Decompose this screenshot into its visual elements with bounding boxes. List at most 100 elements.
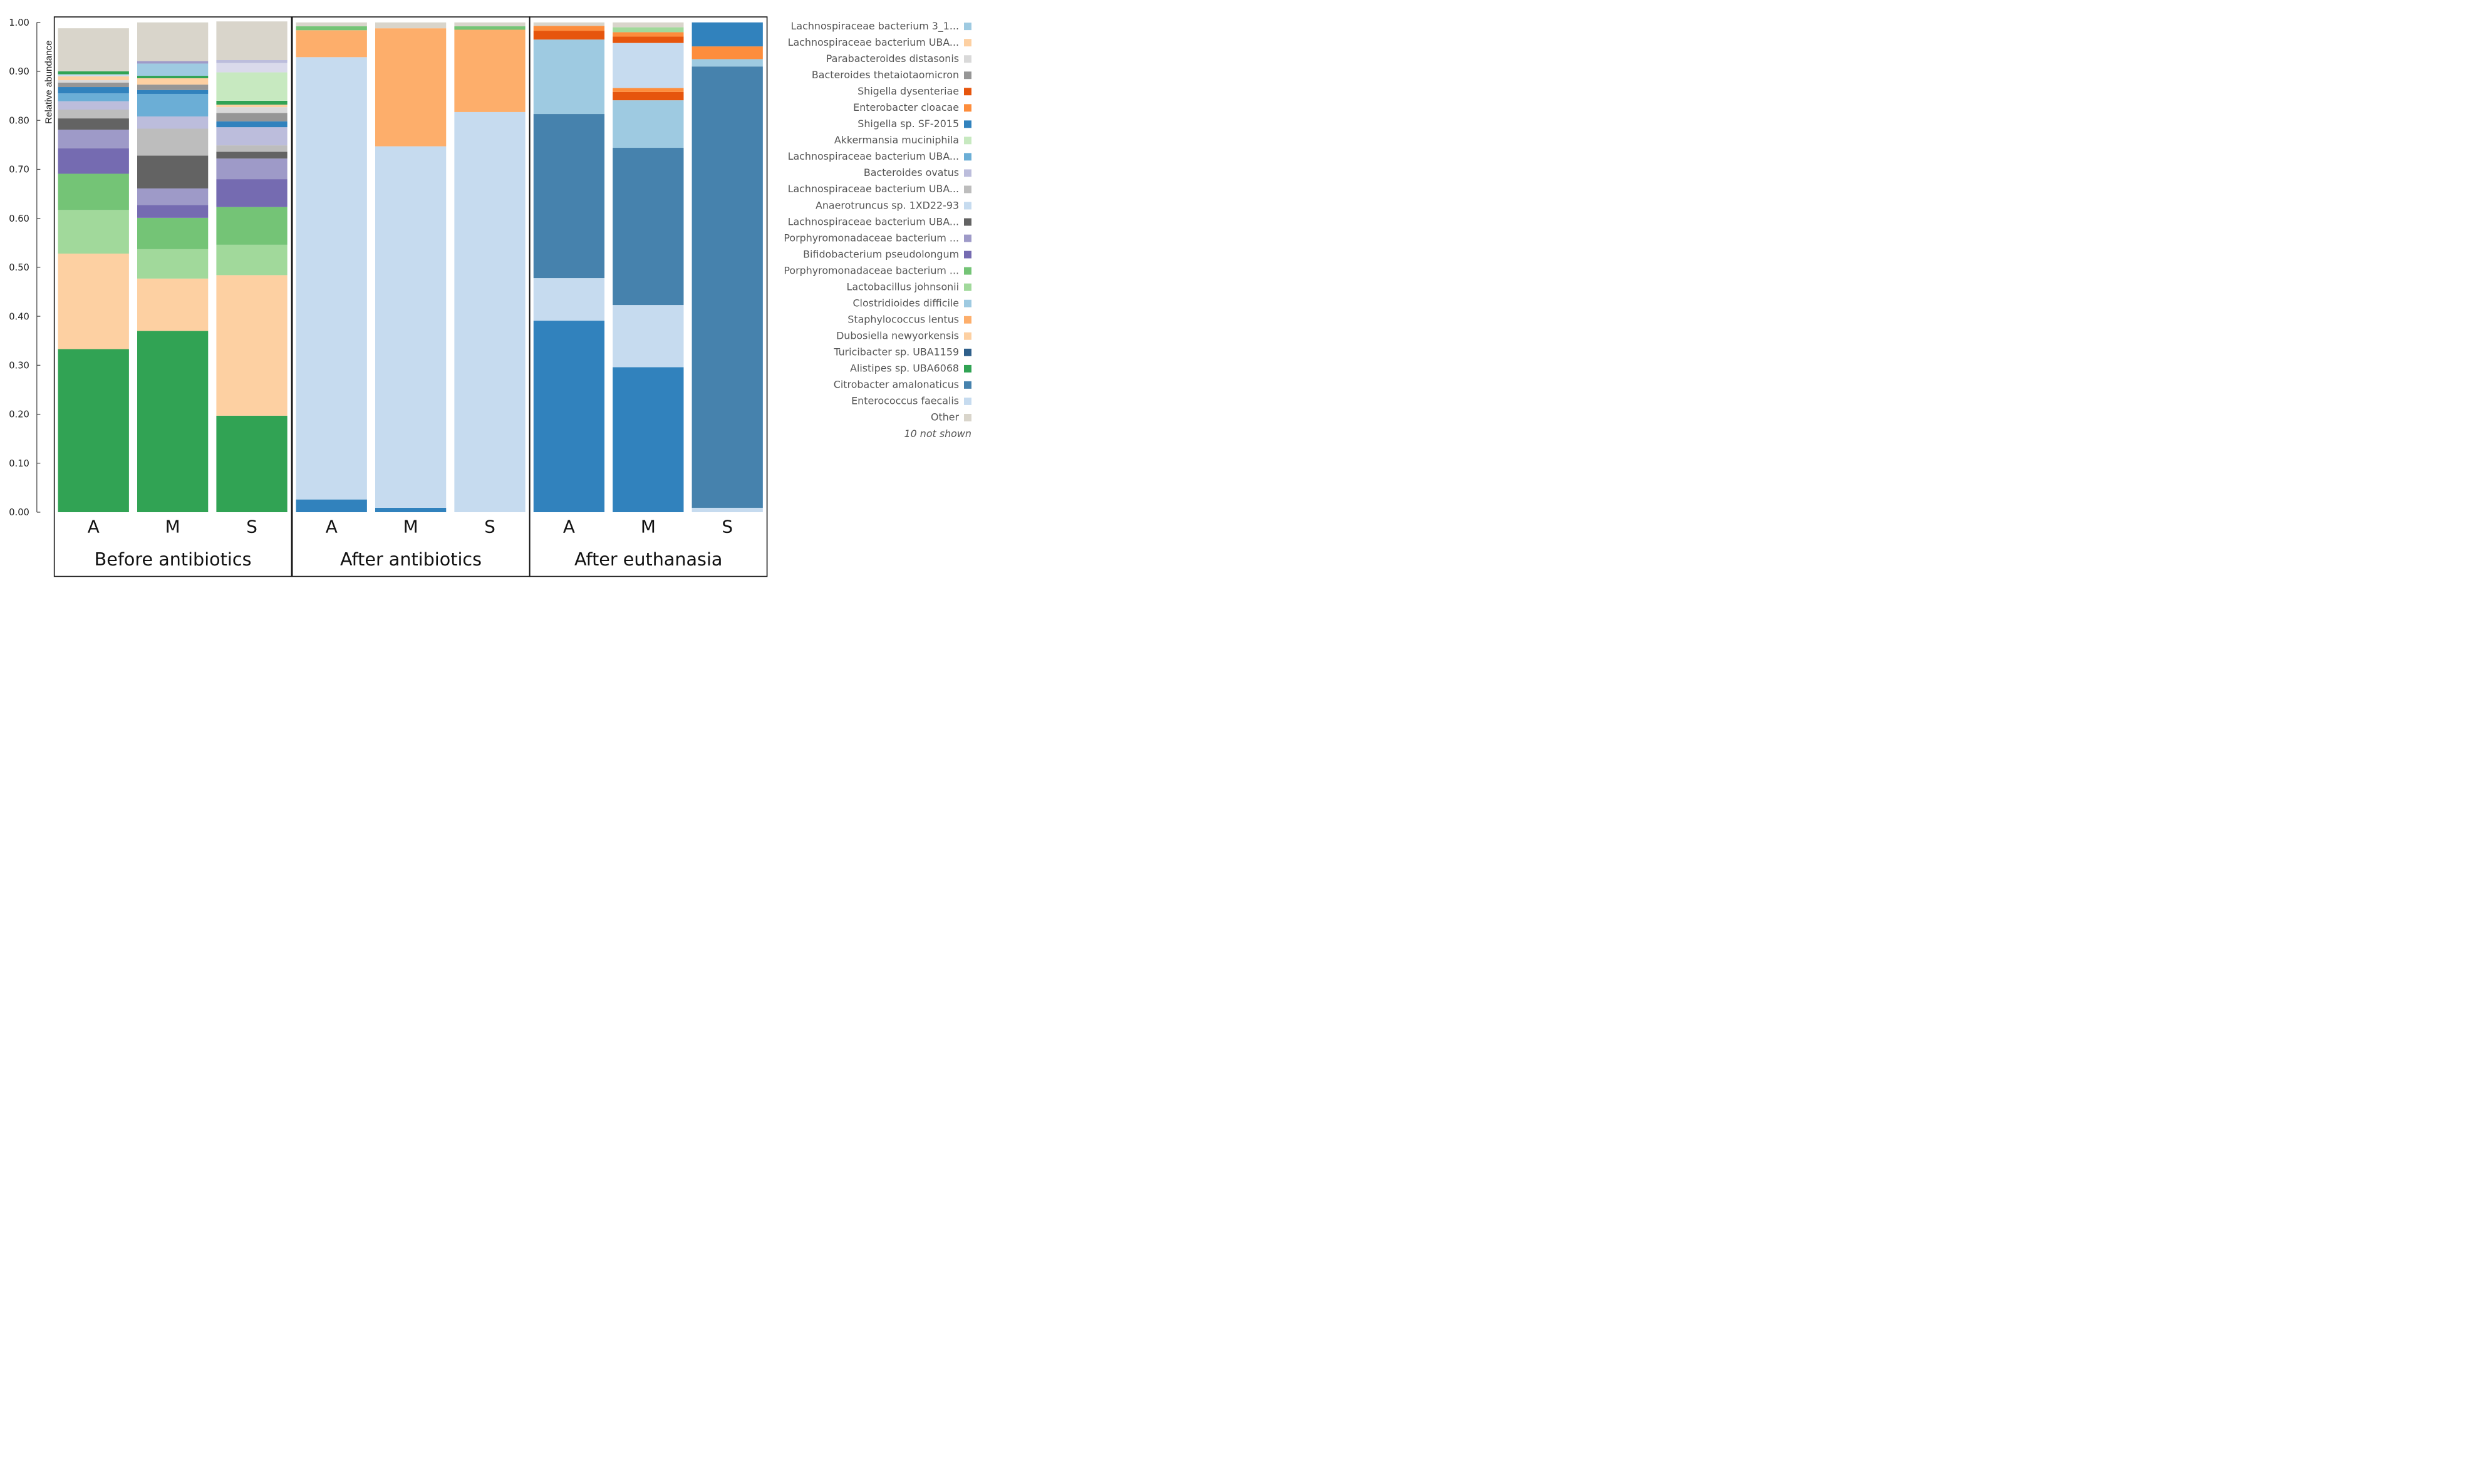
bar-segment [692,46,763,59]
bar-segment [454,29,526,112]
bar-segment [58,349,129,512]
bar-segment [137,278,209,331]
bar-segment [296,26,367,31]
bar-segment [58,210,129,254]
legend-item: Citrobacter amalonaticus [834,379,971,391]
bar-segment [296,499,367,512]
legend-item: Clostridioides difficile [852,297,971,309]
legend-swatch [964,397,971,405]
legend-label: Staphylococcus lentus [847,314,959,326]
legend-label: Shigella dysenteriae [857,85,959,97]
legend-swatch [964,137,971,145]
legend-swatch [964,283,971,291]
bar-segment [296,57,367,500]
legend-item: Lachnospiraceae bacterium UBA... [788,150,971,162]
bar-segment [216,207,288,245]
y-tick-label: 1.00 [9,18,29,28]
category-label: S [246,517,257,537]
legend-item: Parabacteroides distasonis [826,53,971,64]
bar-segment [533,321,605,512]
legend-swatch [964,153,971,161]
y-tick-label: 0.30 [9,360,29,371]
legend-swatch [964,88,971,96]
y-tick-label: 0.80 [9,115,29,126]
legend: Lachnospiraceae bacterium 3_1... Lachnosp… [784,20,971,440]
bar-segment [216,179,288,207]
bar-segment [613,36,684,43]
bar-segment [216,415,288,512]
bar-segment [58,173,129,210]
bar-segment [137,90,209,94]
bar-segment [58,253,129,349]
legend-label: Lachnospiraceae bacterium 3_1... [791,20,960,33]
y-axis: 0.00 0.10 0.20 0.30 0.40 0.50 0.60 0.70 0.80 0.90… [9,18,41,518]
legend-label: Parabacteroides distasonis [826,53,959,64]
bar-segment [216,145,288,152]
bar-segment [296,22,367,27]
bar-segment [375,146,447,508]
bar-segment [137,85,209,90]
legend-item: Lactobacillus johnsonii [847,281,971,292]
bar-segment [216,113,288,121]
bar-segment [533,31,605,40]
legend-swatch [964,381,971,389]
bar-segment [216,152,288,159]
category-label: M [165,517,180,537]
legend-label: Other [931,411,960,423]
legend-swatch [964,364,971,373]
bar-M [137,22,209,512]
legend-label: Bacteroides ovatus [864,167,959,178]
legend-label: Lachnospiraceae bacterium UBA... [788,215,959,227]
legend-item: Bifidobacterium pseudolongum [803,248,971,260]
bar-segment [216,63,288,73]
bar-segment [375,22,447,29]
category-label: M [403,517,418,537]
bar-S [692,22,763,512]
group-label: After antibiotics [340,549,482,570]
legend-item: Anaerotruncus sp. 1XD22-93 [816,199,971,211]
legend-swatch [964,250,971,259]
bar-segment [533,278,605,321]
legend-label: Porphyromonadaceae bacterium ... [784,264,959,276]
legend-swatch [964,413,971,421]
legend-label: Alistipes sp. UBA6068 [850,363,959,374]
bar-segment [533,39,605,115]
bar-segment [533,26,605,31]
legend-item: Lachnospiraceae bacterium UBA... [788,215,971,227]
legend-item: Bacteroides thetaiotaomicron [812,69,971,81]
panel-before-antibiotics: A M S Before antibiotics [53,16,293,577]
bar-segment [137,63,209,76]
bar-segment [613,27,684,33]
bar-segment [533,114,605,279]
bar-segment [137,331,209,512]
bar-segment [613,148,684,306]
bar-segment [613,88,684,92]
bar-segment [58,101,129,110]
legend-label: Lachnospiraceae bacterium UBA... [788,183,959,195]
bar-segment [216,21,288,61]
legend-swatch [964,267,971,275]
legend-note: 10 not shown [904,428,971,440]
legend-label: Shigella sp. SF-2015 [857,118,959,130]
category-label: A [326,517,338,537]
bar-segment [137,249,209,279]
legend-label: Bifidobacterium pseudolongum [803,248,959,260]
bar-segment [137,128,209,156]
bar-segment [58,80,129,83]
bar-segment [137,61,209,64]
bar-segment [137,78,209,85]
legend-label: Bacteroides thetaiotaomicron [812,69,959,81]
bar-segment [692,66,763,508]
bar-segment [216,158,288,180]
bar-segment [58,28,129,71]
y-axis-label: Relative abundance [43,40,54,123]
bar-segment [533,22,605,26]
legend-swatch [964,202,971,210]
bar-segment [613,32,684,37]
legend-item: Lachnospiraceae bacterium 3_1... [791,20,971,33]
bar-segment [692,59,763,67]
bar-segment [216,107,288,113]
legend-label: Dubosiella newyorkensis [836,330,959,342]
bar-segment [58,110,129,119]
